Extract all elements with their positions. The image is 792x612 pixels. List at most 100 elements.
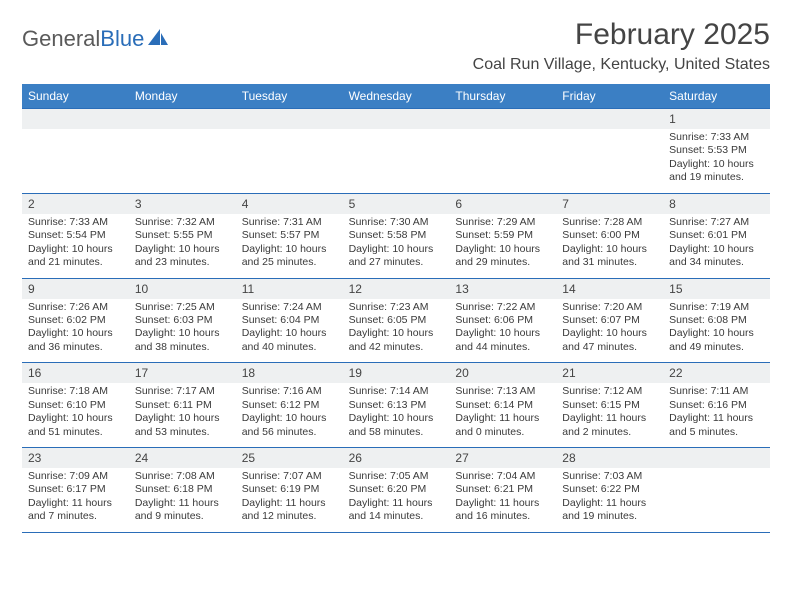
- day-number: 9: [22, 279, 129, 299]
- dow-cell: Friday: [556, 84, 663, 108]
- day-body: [663, 468, 770, 532]
- day-number: 2: [22, 194, 129, 214]
- day-number: 16: [22, 363, 129, 383]
- dow-cell: Saturday: [663, 84, 770, 108]
- day-number: 7: [556, 194, 663, 214]
- day-body: Sunrise: 7:33 AM Sunset: 5:54 PM Dayligh…: [22, 214, 129, 278]
- calendar: SundayMondayTuesdayWednesdayThursdayFrid…: [22, 84, 770, 533]
- day-number: 26: [343, 448, 450, 468]
- day-body: Sunrise: 7:31 AM Sunset: 5:57 PM Dayligh…: [236, 214, 343, 278]
- day-body: Sunrise: 7:33 AM Sunset: 5:53 PM Dayligh…: [663, 129, 770, 193]
- title-block: February 2025 Coal Run Village, Kentucky…: [473, 18, 770, 74]
- day-number: 12: [343, 279, 450, 299]
- day-body: Sunrise: 7:05 AM Sunset: 6:20 PM Dayligh…: [343, 468, 450, 532]
- day-number: 3: [129, 194, 236, 214]
- day-of-week-header: SundayMondayTuesdayWednesdayThursdayFrid…: [22, 84, 770, 108]
- dow-cell: Thursday: [449, 84, 556, 108]
- week-row: 1Sunrise: 7:33 AM Sunset: 5:53 PM Daylig…: [22, 108, 770, 194]
- week-row: 2345678 Sunrise: 7:33 AM Sunset: 5:54 PM …: [22, 194, 770, 279]
- week-row: 232425262728Sunrise: 7:09 AM Sunset: 6:1…: [22, 448, 770, 533]
- day-body: Sunrise: 7:29 AM Sunset: 5:59 PM Dayligh…: [449, 214, 556, 278]
- day-body: Sunrise: 7:11 AM Sunset: 6:16 PM Dayligh…: [663, 383, 770, 447]
- day-body: Sunrise: 7:23 AM Sunset: 6:05 PM Dayligh…: [343, 299, 450, 363]
- day-number: 15: [663, 279, 770, 299]
- day-body: [556, 129, 663, 193]
- logo-text: GeneralBlue: [22, 26, 144, 52]
- daynum-strip: 16171819202122: [22, 363, 770, 383]
- sail-icon: [146, 27, 170, 52]
- day-body: Sunrise: 7:04 AM Sunset: 6:21 PM Dayligh…: [449, 468, 556, 532]
- day-body: Sunrise: 7:27 AM Sunset: 6:01 PM Dayligh…: [663, 214, 770, 278]
- dow-cell: Sunday: [22, 84, 129, 108]
- day-number: [22, 109, 129, 129]
- day-number: [663, 448, 770, 468]
- day-number: 22: [663, 363, 770, 383]
- day-body: Sunrise: 7:08 AM Sunset: 6:18 PM Dayligh…: [129, 468, 236, 532]
- day-number: 20: [449, 363, 556, 383]
- daybody-strip: Sunrise: 7:33 AM Sunset: 5:53 PM Dayligh…: [22, 129, 770, 193]
- day-number: 13: [449, 279, 556, 299]
- day-number: 10: [129, 279, 236, 299]
- daybody-strip: Sunrise: 7:33 AM Sunset: 5:54 PM Dayligh…: [22, 214, 770, 278]
- day-body: [449, 129, 556, 193]
- dow-cell: Wednesday: [343, 84, 450, 108]
- daynum-strip: 9101112131415: [22, 279, 770, 299]
- day-number: 5: [343, 194, 450, 214]
- daybody-strip: Sunrise: 7:18 AM Sunset: 6:10 PM Dayligh…: [22, 383, 770, 447]
- day-body: Sunrise: 7:16 AM Sunset: 6:12 PM Dayligh…: [236, 383, 343, 447]
- dow-cell: Monday: [129, 84, 236, 108]
- day-body: Sunrise: 7:24 AM Sunset: 6:04 PM Dayligh…: [236, 299, 343, 363]
- week-row: 9101112131415Sunrise: 7:26 AM Sunset: 6:…: [22, 279, 770, 364]
- day-body: Sunrise: 7:19 AM Sunset: 6:08 PM Dayligh…: [663, 299, 770, 363]
- day-body: Sunrise: 7:32 AM Sunset: 5:55 PM Dayligh…: [129, 214, 236, 278]
- day-number: 18: [236, 363, 343, 383]
- day-body: Sunrise: 7:13 AM Sunset: 6:14 PM Dayligh…: [449, 383, 556, 447]
- day-number: 8: [663, 194, 770, 214]
- day-body: Sunrise: 7:26 AM Sunset: 6:02 PM Dayligh…: [22, 299, 129, 363]
- day-body: Sunrise: 7:07 AM Sunset: 6:19 PM Dayligh…: [236, 468, 343, 532]
- day-body: [343, 129, 450, 193]
- location: Coal Run Village, Kentucky, United State…: [473, 56, 770, 74]
- daybody-strip: Sunrise: 7:26 AM Sunset: 6:02 PM Dayligh…: [22, 299, 770, 363]
- day-body: Sunrise: 7:20 AM Sunset: 6:07 PM Dayligh…: [556, 299, 663, 363]
- logo-word1: General: [22, 26, 100, 51]
- day-body: Sunrise: 7:12 AM Sunset: 6:15 PM Dayligh…: [556, 383, 663, 447]
- day-body: Sunrise: 7:14 AM Sunset: 6:13 PM Dayligh…: [343, 383, 450, 447]
- day-body: Sunrise: 7:22 AM Sunset: 6:06 PM Dayligh…: [449, 299, 556, 363]
- day-number: 28: [556, 448, 663, 468]
- month-title: February 2025: [473, 18, 770, 52]
- weeks-container: 1Sunrise: 7:33 AM Sunset: 5:53 PM Daylig…: [22, 108, 770, 533]
- day-number: [449, 109, 556, 129]
- day-number: 23: [22, 448, 129, 468]
- day-number: 25: [236, 448, 343, 468]
- day-number: 4: [236, 194, 343, 214]
- header: GeneralBlue February 2025 Coal Run Villa…: [22, 18, 770, 74]
- day-body: [22, 129, 129, 193]
- dow-cell: Tuesday: [236, 84, 343, 108]
- day-number: 27: [449, 448, 556, 468]
- daynum-strip: 232425262728: [22, 448, 770, 468]
- day-body: Sunrise: 7:28 AM Sunset: 6:00 PM Dayligh…: [556, 214, 663, 278]
- day-number: [556, 109, 663, 129]
- day-number: 14: [556, 279, 663, 299]
- day-number: 17: [129, 363, 236, 383]
- day-body: Sunrise: 7:30 AM Sunset: 5:58 PM Dayligh…: [343, 214, 450, 278]
- daynum-strip: 1: [22, 109, 770, 129]
- week-row: 16171819202122Sunrise: 7:18 AM Sunset: 6…: [22, 363, 770, 448]
- day-body: Sunrise: 7:09 AM Sunset: 6:17 PM Dayligh…: [22, 468, 129, 532]
- day-number: 6: [449, 194, 556, 214]
- day-number: [343, 109, 450, 129]
- day-number: 11: [236, 279, 343, 299]
- day-body: [236, 129, 343, 193]
- day-body: Sunrise: 7:25 AM Sunset: 6:03 PM Dayligh…: [129, 299, 236, 363]
- day-number: [129, 109, 236, 129]
- day-body: Sunrise: 7:17 AM Sunset: 6:11 PM Dayligh…: [129, 383, 236, 447]
- day-number: 24: [129, 448, 236, 468]
- logo-word2: Blue: [100, 26, 144, 51]
- day-body: Sunrise: 7:03 AM Sunset: 6:22 PM Dayligh…: [556, 468, 663, 532]
- daybody-strip: Sunrise: 7:09 AM Sunset: 6:17 PM Dayligh…: [22, 468, 770, 532]
- day-number: 1: [663, 109, 770, 129]
- day-number: [236, 109, 343, 129]
- day-body: [129, 129, 236, 193]
- day-body: Sunrise: 7:18 AM Sunset: 6:10 PM Dayligh…: [22, 383, 129, 447]
